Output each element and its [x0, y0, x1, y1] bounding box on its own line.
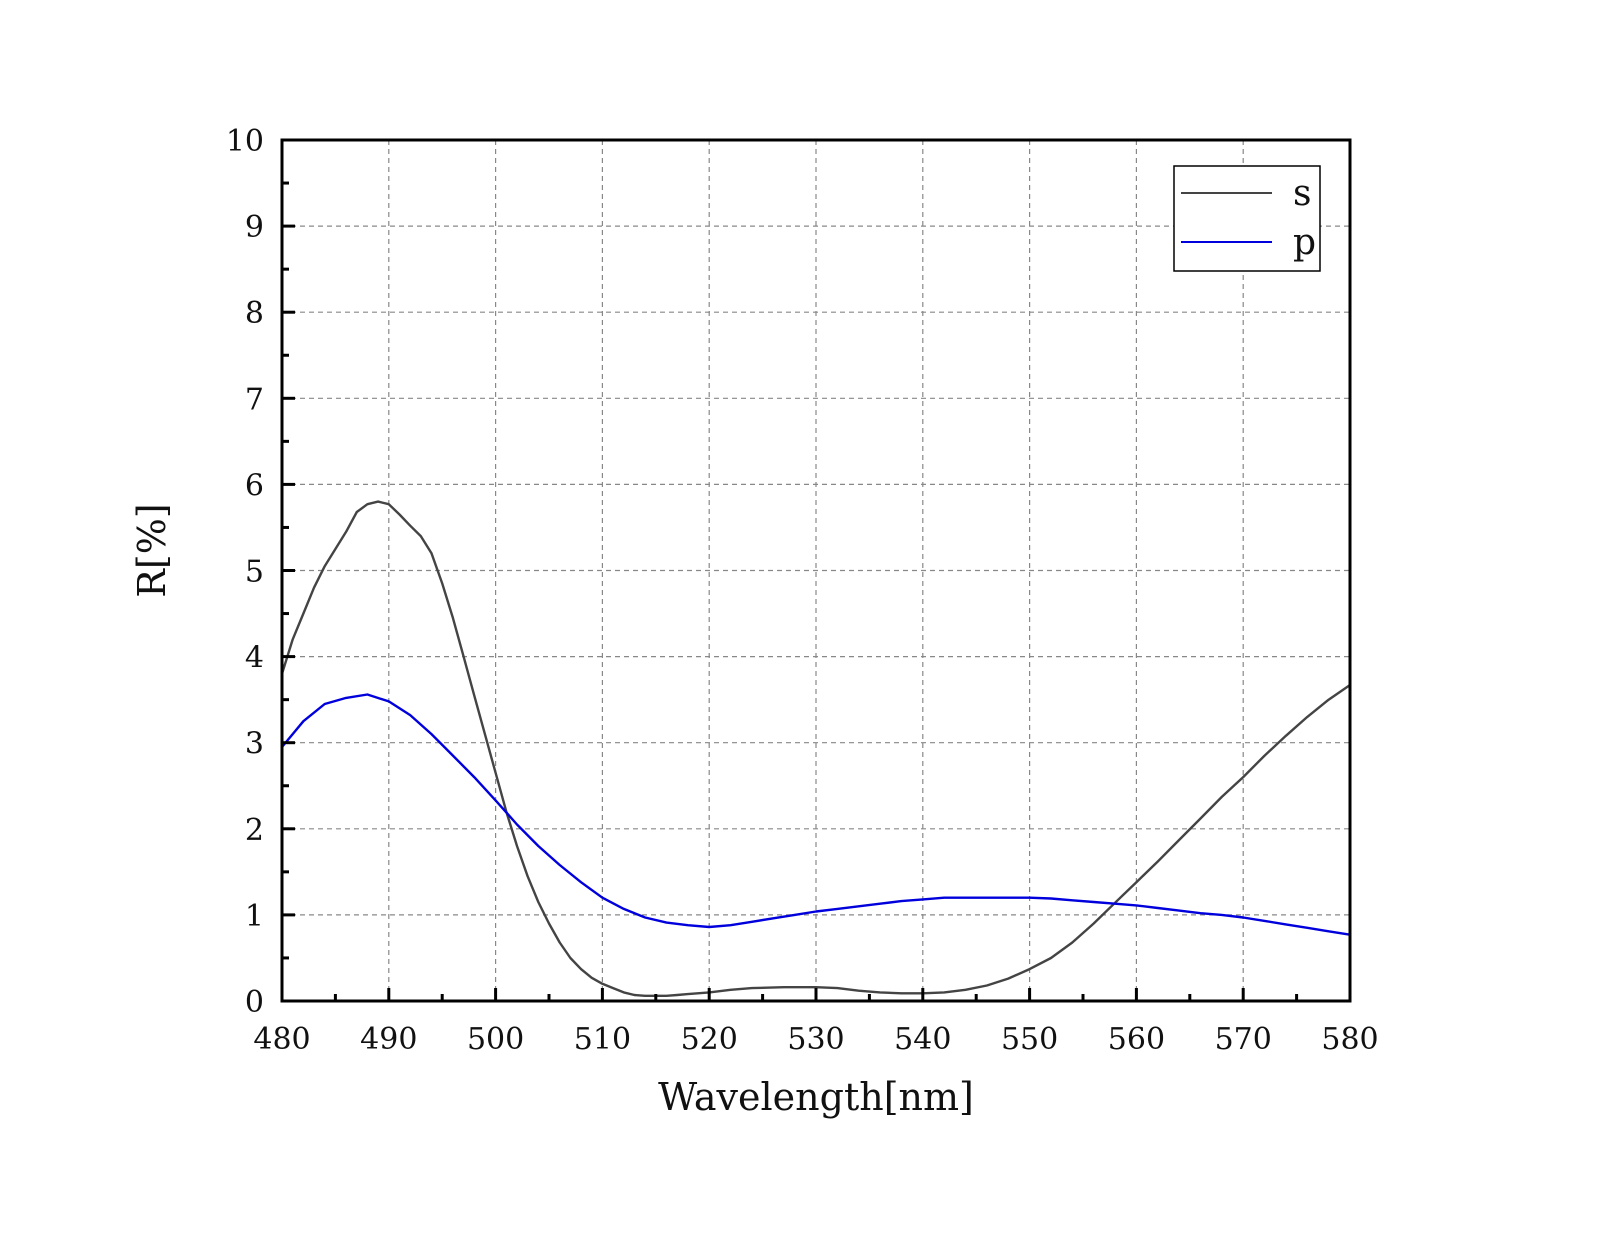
series-line-p — [281, 693, 1351, 936]
x-tick-label-530: 530 — [787, 1022, 844, 1057]
y-tick-label-10: 10 — [226, 124, 264, 159]
x-tick-label-520: 520 — [681, 1022, 738, 1057]
grid — [282, 140, 1350, 1001]
y-axis-title: R[%] — [130, 503, 174, 597]
x-tick-label-580: 580 — [1321, 1022, 1378, 1057]
legend-label-s: s — [1293, 173, 1311, 214]
legend-label-p: p — [1293, 222, 1316, 263]
legend-box — [1173, 165, 1321, 272]
series-layer — [280, 500, 1351, 997]
x-tick-label-540: 540 — [894, 1022, 951, 1057]
y-tick-label-1: 1 — [245, 899, 264, 934]
x-axis-title: Wavelength[nm] — [658, 1075, 974, 1119]
legend: s p — [1173, 165, 1321, 272]
y-tick-label-6: 6 — [245, 468, 264, 503]
x-tick-label-560: 560 — [1108, 1022, 1165, 1057]
x-tick-label-570: 570 — [1215, 1022, 1272, 1057]
tick-labels: 480 490 500 510 520 530 540 550 560 570 580 0 1 2 3 4 5 6… — [226, 124, 1379, 1057]
x-tick-label-500: 500 — [467, 1022, 524, 1057]
y-tick-label-4: 4 — [245, 641, 264, 676]
y-tick-label-7: 7 — [245, 382, 264, 417]
y-tick-label-2: 2 — [245, 813, 264, 848]
y-tick-label-3: 3 — [245, 727, 264, 762]
series-line-s — [280, 500, 1351, 997]
y-tick-label-0: 0 — [245, 985, 264, 1020]
x-tick-label-480: 480 — [253, 1022, 310, 1057]
axis-ticks — [280, 138, 1352, 1003]
y-tick-label-8: 8 — [245, 296, 264, 331]
x-tick-label-490: 490 — [360, 1022, 417, 1057]
y-tick-label-5: 5 — [245, 555, 264, 590]
y-tick-label-9: 9 — [245, 210, 264, 245]
x-tick-label-510: 510 — [574, 1022, 631, 1057]
x-tick-label-550: 550 — [1001, 1022, 1058, 1057]
